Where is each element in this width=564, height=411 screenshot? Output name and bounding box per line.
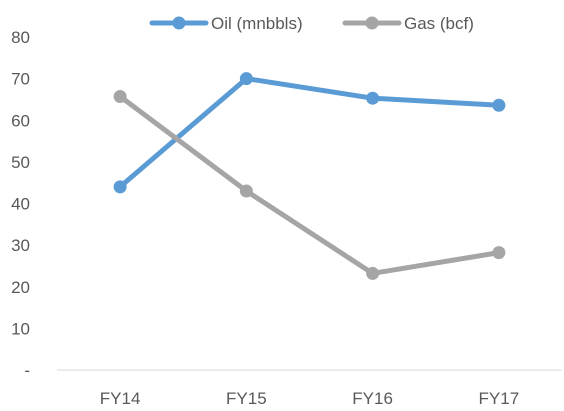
x-tick-label: FY17	[479, 389, 520, 406]
series-gas	[113, 90, 506, 280]
y-tick-label: 80	[11, 28, 30, 47]
data-point	[113, 180, 127, 194]
series-oil	[113, 72, 506, 194]
series-line	[117, 76, 502, 190]
y-tick-label: 50	[11, 153, 30, 172]
legend-label: Oil (mnbbls)	[211, 14, 303, 33]
y-tick-label: 70	[11, 70, 30, 89]
y-tick-label: 60	[11, 111, 30, 130]
data-point	[239, 72, 253, 86]
data-point	[366, 266, 380, 280]
x-tick-label: FY14	[100, 389, 141, 406]
legend: Oil (mnbbls) Gas (bcf)	[149, 14, 474, 33]
data-point	[492, 246, 506, 260]
data-point	[113, 90, 127, 104]
legend-swatch-marker	[365, 16, 379, 30]
y-tick-label: -	[24, 361, 30, 380]
y-tick-label: 30	[11, 236, 30, 255]
legend-item: Oil (mnbbls)	[149, 14, 303, 33]
x-tick-label: FY16	[352, 389, 393, 406]
y-tick-label: 10	[11, 319, 30, 338]
y-tick-label: 40	[11, 195, 30, 214]
data-point	[492, 98, 506, 112]
series-line	[117, 94, 502, 276]
axes: - 10 20 30 40 50 60 70 80 FY14 FY15 FY16 FY17	[11, 28, 562, 408]
legend-label: Gas (bcf)	[404, 14, 474, 33]
x-tick-label: FY15	[226, 389, 267, 406]
y-tick-label: 20	[11, 278, 30, 297]
data-point	[239, 184, 253, 198]
series-group	[113, 72, 506, 280]
data-point	[366, 91, 380, 105]
legend-swatch-marker	[172, 16, 186, 30]
legend-item: Gas (bcf)	[342, 14, 474, 33]
